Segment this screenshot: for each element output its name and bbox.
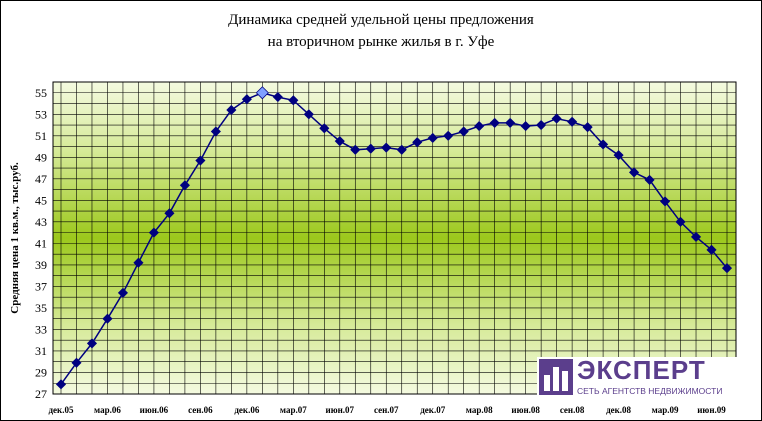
y-tick-label: 53	[35, 107, 47, 121]
y-tick-label: 35	[35, 301, 47, 315]
x-tick-label: мар.09	[652, 405, 679, 415]
data-point-marker	[629, 167, 640, 178]
y-tick-label: 55	[35, 86, 47, 100]
data-point-marker	[210, 126, 221, 137]
data-point-marker	[443, 130, 454, 141]
y-tick-label: 43	[35, 215, 47, 229]
logo-wordmark: ЭКСПЕРТ	[577, 355, 706, 385]
y-tick-label: 49	[35, 150, 47, 164]
data-point-marker	[536, 119, 547, 131]
data-point-marker	[489, 117, 500, 128]
chart-title: Динамика средней удельной цены предложен…	[1, 9, 761, 53]
data-point-marker	[255, 86, 269, 100]
data-point-marker	[179, 180, 190, 191]
data-point-marker	[102, 313, 113, 324]
data-point-marker	[133, 257, 144, 268]
y-tick-label: 45	[35, 193, 47, 207]
x-tick-label: дек.07	[420, 405, 445, 415]
data-point-marker	[551, 113, 562, 124]
data-point-marker	[288, 95, 299, 106]
data-point-marker	[272, 91, 283, 103]
data-point-marker	[365, 143, 376, 154]
data-point-marker	[427, 132, 438, 144]
data-point-marker	[675, 216, 686, 227]
series-markers	[55, 86, 733, 390]
y-tick-label: 37	[35, 279, 47, 293]
data-point-marker	[226, 104, 237, 116]
data-point-marker	[195, 155, 206, 166]
y-tick-label: 27	[35, 387, 47, 401]
plot-area	[52, 81, 737, 395]
data-point-marker	[613, 150, 624, 161]
building-icon	[539, 359, 573, 395]
data-point-marker	[659, 196, 671, 207]
data-point-marker	[458, 126, 469, 137]
x-tick-label: мар.06	[94, 405, 121, 415]
y-tick-label: 29	[35, 365, 47, 379]
data-point-marker	[86, 338, 98, 349]
data-point-marker	[644, 174, 655, 185]
x-tick-label: июн.08	[511, 405, 540, 415]
data-point-marker	[474, 121, 485, 132]
x-tick-label: дек.05	[49, 405, 74, 415]
data-point-marker	[117, 287, 129, 298]
data-point-marker	[381, 142, 392, 153]
data-point-marker	[582, 122, 593, 133]
data-point-marker	[721, 263, 733, 274]
y-tick-label: 31	[35, 344, 47, 358]
expert-logo: ЭКСПЕРТ СЕТЬ АГЕНТСТВ НЕДВИЖИМОСТИ	[537, 355, 739, 399]
x-tick-label: июн.09	[697, 405, 726, 415]
data-point-marker	[303, 109, 314, 120]
x-tick-label: сен.07	[374, 405, 399, 415]
data-point-marker	[350, 144, 361, 155]
chart-title-line-1: Динамика средней удельной цены предложен…	[228, 12, 534, 28]
x-tick-label: дек.08	[606, 405, 631, 415]
gridlines	[53, 82, 736, 394]
y-axis-ticks: 27 29 31 33 35 37 39 41 43 45 47 49 51 53 55	[35, 86, 47, 401]
data-point-marker	[71, 357, 82, 368]
y-tick-label: 51	[35, 129, 47, 143]
x-axis-ticks: дек.05 мар.06 июн.06 сен.06 дек.06 мар.07 июн.…	[49, 405, 727, 415]
data-point-marker	[319, 123, 330, 134]
x-tick-label: мар.08	[466, 405, 493, 415]
data-point-marker	[690, 231, 702, 242]
chart-title-line-2: на вторичном рынке жилья в г. Уфе	[267, 34, 495, 50]
x-tick-label: сен.08	[560, 405, 585, 415]
data-point-marker	[520, 121, 531, 132]
data-point-marker	[706, 244, 717, 255]
logo-tagline: СЕТЬ АГЕНТСТВ НЕДВИЖИМОСТИ	[577, 386, 723, 396]
y-tick-label: 33	[35, 322, 47, 336]
data-point-marker	[396, 144, 407, 155]
y-axis-label: Средняя цена 1 кв.м., тыс.руб.	[9, 162, 21, 314]
y-tick-label: 47	[35, 172, 47, 186]
data-point-marker	[567, 116, 578, 127]
x-tick-label: июн.07	[326, 405, 355, 415]
data-point-marker	[148, 227, 159, 238]
data-point-marker	[164, 208, 175, 219]
y-tick-label: 41	[35, 236, 47, 250]
y-tick-label: 39	[35, 258, 47, 272]
data-point-marker	[334, 136, 345, 147]
data-point-marker	[505, 117, 516, 128]
x-tick-label: дек.06	[234, 405, 259, 415]
data-point-marker	[241, 94, 252, 105]
data-point-marker	[55, 379, 67, 390]
data-point-marker	[412, 137, 423, 148]
x-tick-label: сен.06	[188, 405, 213, 415]
x-tick-label: июн.06	[140, 405, 169, 415]
x-tick-label: мар.07	[280, 405, 307, 415]
data-point-marker	[598, 139, 609, 150]
